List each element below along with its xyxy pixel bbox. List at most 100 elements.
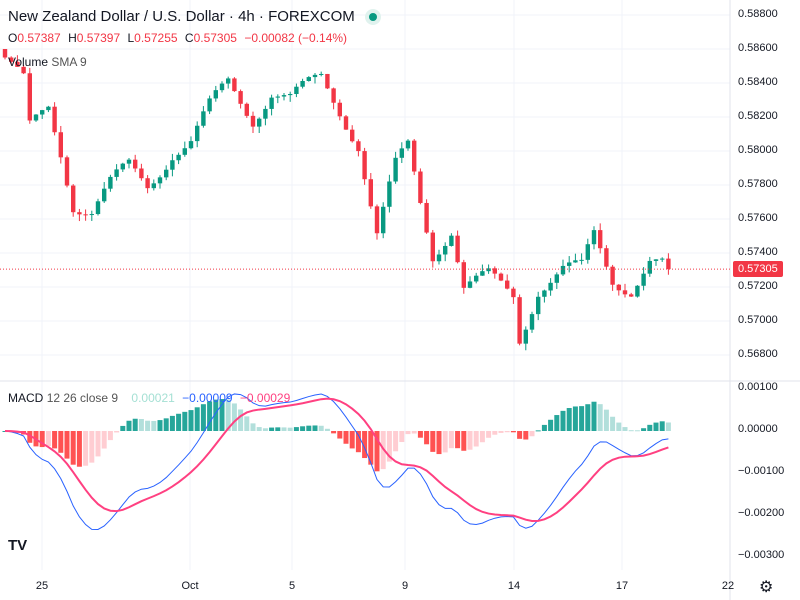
macd-histogram-bar [89, 431, 95, 463]
candle-body [622, 290, 628, 295]
candle-body [635, 285, 640, 297]
candle-body [399, 148, 404, 158]
price-tick: 0.58000 [738, 144, 778, 156]
candle-body [207, 98, 212, 112]
macd-histogram-bar [64, 431, 70, 459]
candle-body [467, 281, 473, 288]
macd-histogram-bar [337, 431, 343, 439]
macd-histogram-bar [269, 427, 275, 431]
price-tick: 0.57600 [738, 212, 778, 224]
macd-histogram-bar [597, 404, 603, 431]
candle-body [505, 280, 510, 289]
candle-body [15, 61, 20, 67]
macd-histogram-bar [275, 427, 281, 431]
time-tick: 25 [35, 580, 49, 592]
price-tick: 0.58600 [738, 42, 778, 54]
candle-body [350, 129, 355, 142]
candle-body [387, 181, 392, 207]
macd-tick: 0.00000 [738, 423, 778, 435]
candle-body [300, 81, 305, 87]
candle-body [660, 258, 665, 260]
macd-histogram-bar [510, 431, 516, 433]
macd-histogram-bar [318, 425, 324, 431]
macd-histogram-bar [157, 420, 163, 431]
macd-histogram-bar [548, 419, 554, 431]
macd-histogram-bar [207, 401, 213, 431]
candle-body [653, 259, 659, 261]
candle-body [536, 296, 541, 315]
macd-histogram-bar [541, 424, 547, 431]
candle-body [89, 214, 94, 216]
candle-body [52, 106, 57, 133]
macd-histogram-bar [498, 431, 504, 433]
macd-histogram-bar [467, 431, 473, 450]
candle-body [2, 49, 8, 58]
candle-body [46, 106, 51, 111]
macd-histogram-bar [52, 431, 58, 449]
macd-histogram-bar [114, 431, 120, 433]
candle-body [548, 282, 553, 291]
time-tick: 14 [507, 580, 521, 592]
macd-legend[interactable]: MACD 12 26 close 9 0.00021 −0.00009 −0.0… [8, 391, 291, 405]
candle-body [263, 108, 268, 119]
macd-histogram-bar [535, 430, 541, 432]
candle-body [523, 329, 528, 344]
volume-legend[interactable]: Volume SMA 9 [8, 55, 87, 69]
candle-body [157, 177, 163, 184]
time-tick: 9 [401, 580, 409, 592]
macd-histogram-bar [424, 431, 430, 445]
macd-tick: −0.00300 [738, 549, 785, 561]
candle-body [331, 88, 336, 103]
candle-body [164, 169, 169, 178]
macd-histogram-bar [194, 407, 200, 431]
macd-histogram-bar [362, 431, 368, 459]
price-tick: 0.58400 [738, 76, 778, 88]
macd-histogram-bar [349, 431, 355, 449]
macd-histogram-bar [504, 431, 510, 433]
macd-histogram-bar [262, 428, 268, 431]
candle-body [542, 290, 547, 297]
candle-body [449, 235, 454, 246]
macd-histogram-bar [653, 422, 659, 431]
macd-histogram-bar [331, 431, 337, 434]
macd-histogram-bar [70, 431, 76, 465]
macd-histogram-bar [616, 422, 622, 431]
candle-body [492, 268, 497, 274]
settings-gear-icon[interactable]: ⚙ [759, 579, 774, 596]
candle-body [114, 169, 119, 177]
macd-histogram-bar [393, 431, 399, 452]
candle-body [436, 254, 442, 262]
candle-body [498, 273, 504, 281]
macd-histogram-bar [647, 424, 653, 431]
candle-body [585, 244, 590, 260]
candle-body [430, 232, 435, 262]
macd-histogram-bar [455, 431, 461, 449]
macd-histogram-bar [641, 428, 647, 431]
macd-histogram-bar [132, 418, 138, 431]
macd-histogram-bar [281, 427, 287, 431]
candle-body [343, 116, 349, 130]
candle-body [312, 74, 318, 78]
macd-histogram-bar [343, 431, 349, 444]
macd-histogram-bar [27, 431, 33, 443]
candle-body [455, 235, 460, 263]
candle-body [226, 78, 231, 84]
symbol-title[interactable]: New Zealand Dollar / U.S. Dollar · 4h · … [8, 8, 381, 25]
tradingview-logo[interactable]: TV [8, 537, 28, 554]
candle-body [77, 212, 82, 215]
candle-body [381, 206, 386, 234]
candle-body [474, 275, 479, 282]
macd-histogram-bar [45, 431, 51, 446]
macd-histogram-bar [225, 399, 231, 431]
macd-histogram-bar [603, 409, 609, 431]
candle-body [275, 96, 280, 98]
candle-body [579, 259, 584, 261]
macd-histogram-bar [95, 431, 101, 457]
macd-histogram-bar [517, 431, 523, 439]
macd-histogram-bar [529, 431, 535, 437]
candle-body [108, 176, 113, 189]
macd-histogram-bar [523, 431, 529, 440]
price-tick: 0.58800 [738, 8, 778, 20]
macd-histogram-bar [411, 431, 417, 434]
